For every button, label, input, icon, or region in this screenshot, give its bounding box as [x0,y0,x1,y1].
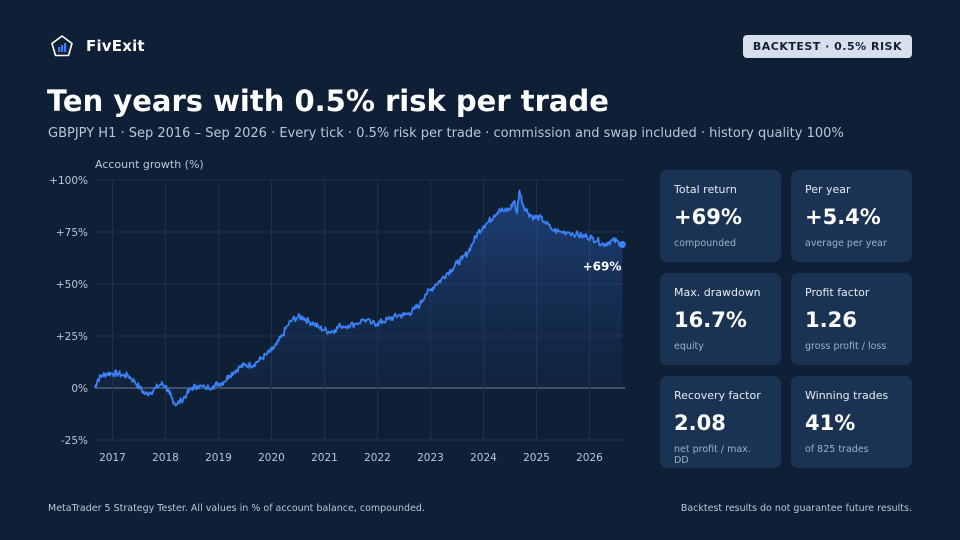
x-tick-label: 2020 [258,452,285,464]
x-tick-label: 2025 [523,452,550,464]
footer-disclaimer: Backtest results do not guarantee future… [680,503,912,514]
equity-line [94,189,624,407]
backtest-badge: BACKTEST · 0.5% RISK [742,35,912,58]
stat-value: +69% [674,205,742,229]
y-tick-label: +75% [56,227,88,239]
y-tick-label: +50% [56,279,88,291]
end-value-label: +69% [583,259,622,273]
stat-card-total-return: Total return +69% compounded [660,170,781,262]
stat-value: +5.4% [805,205,881,229]
chart-y-axis-label: Account growth (%) [95,158,204,171]
y-tick-label: 0% [71,383,88,395]
x-tick-label: 2018 [152,452,179,464]
x-tick-label: 2017 [99,452,126,464]
stat-sub: net profit / max. DD [674,444,751,466]
brand-logo: FivExit [50,34,145,58]
stat-sub: of 825 trades [805,444,869,455]
y-tick-label: -25% [61,435,88,447]
stat-value: 2.08 [674,411,726,435]
brand-name: FivExit [86,37,145,55]
stat-label: Per year [805,183,851,196]
footer-note: MetaTrader 5 Strategy Tester. All values… [48,503,425,514]
stat-sub: average per year [805,238,887,249]
stat-label: Max. drawdown [674,286,761,299]
stat-value: 41% [805,411,856,435]
equity-area [95,190,623,406]
page-subtitle: GBPJPY H1 · Sep 2016 – Sep 2026 · Every … [48,126,844,141]
stat-value: 16.7% [674,308,747,332]
y-tick-label: +100% [49,175,88,187]
stat-label: Total return [674,183,737,196]
stat-card-per-year: Per year +5.4% average per year [791,170,912,262]
stats-cards: Total return +69% compounded Per year +5… [660,170,912,468]
x-tick-label: 2021 [311,452,338,464]
stat-card-recovery-factor: Recovery factor 2.08 net profit / max. D… [660,376,781,468]
stat-value: 1.26 [805,308,857,332]
stat-label: Winning trades [805,389,889,402]
end-point-marker [618,240,626,248]
y-tick-label: +25% [56,331,88,343]
stat-sub: equity [674,341,704,352]
stat-card-max-drawdown: Max. drawdown 16.7% equity [660,273,781,365]
x-tick-label: 2019 [205,452,232,464]
x-tick-label: 2026 [576,452,603,464]
x-tick-label: 2023 [417,452,444,464]
stat-label: Profit factor [805,286,870,299]
stat-label: Recovery factor [674,389,761,402]
x-tick-label: 2022 [364,452,391,464]
pentagon-chart-icon [51,35,73,57]
stat-sub: compounded [674,238,737,249]
stat-card-profit-factor: Profit factor 1.26 gross profit / loss [791,273,912,365]
equity-chart: +100% +75% +50% +25% 0% -25% 2017 2018 2019 2020 2… [49,175,626,464]
x-tick-label: 2024 [470,452,497,464]
stat-sub: gross profit / loss [805,341,887,352]
page-title: Ten years with 0.5% risk per trade [47,84,609,118]
stat-card-winning-trades: Winning trades 41% of 825 trades [791,376,912,468]
